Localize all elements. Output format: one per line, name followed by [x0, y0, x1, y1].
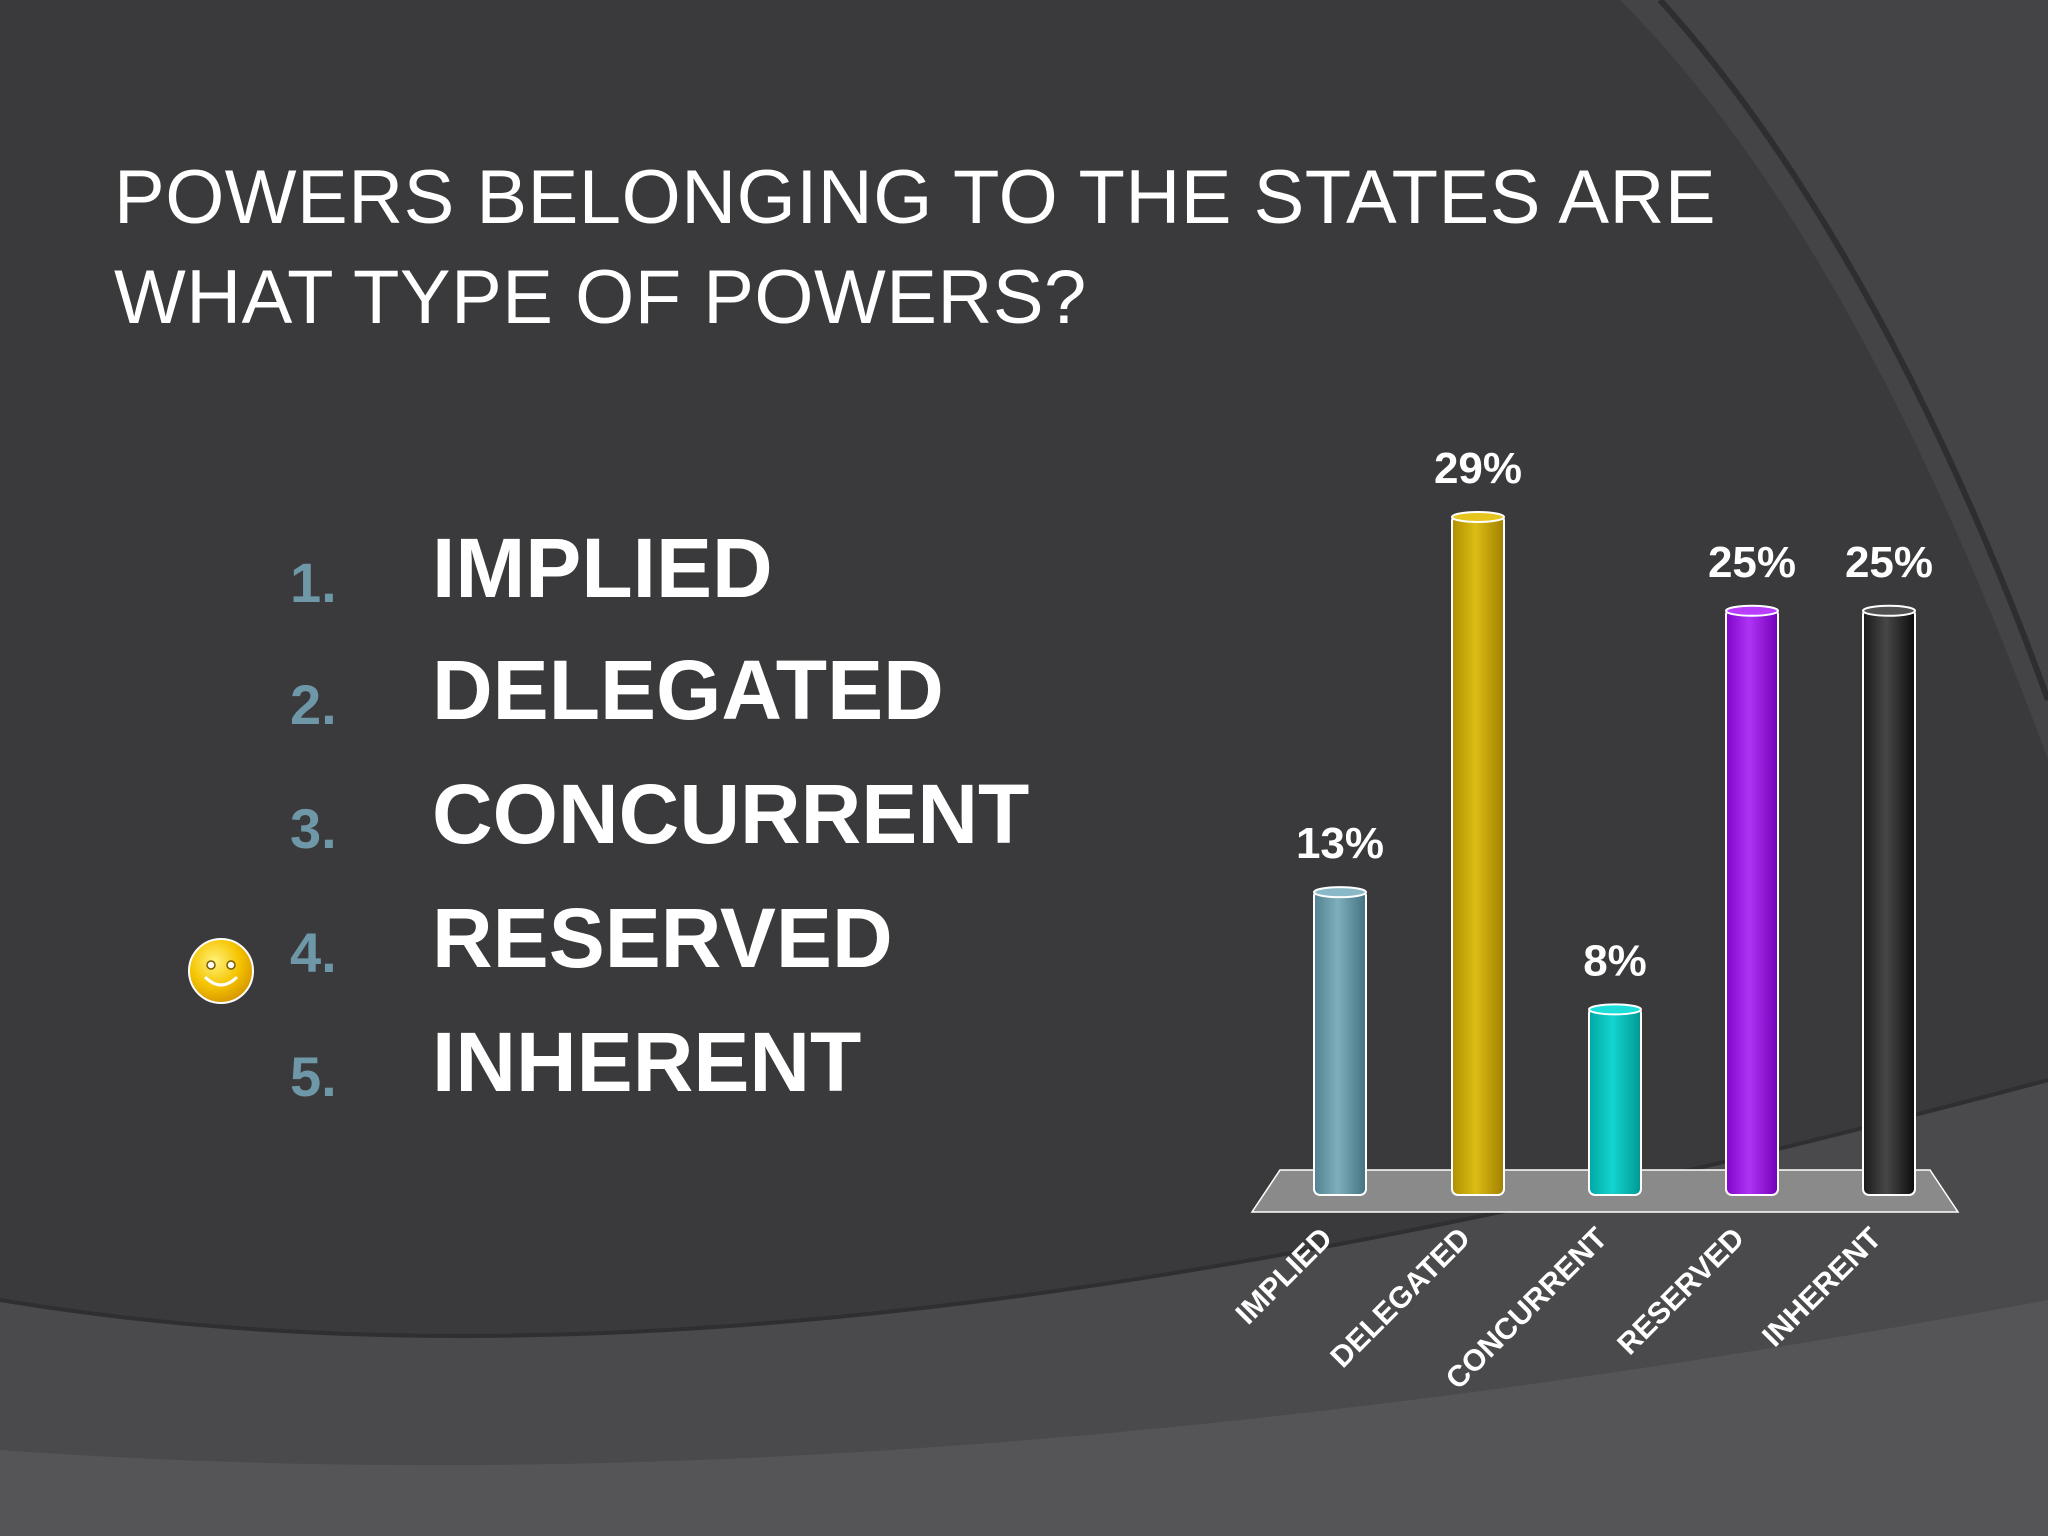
data-label-implied: 13% — [1296, 819, 1384, 868]
bar-body — [1862, 607, 1916, 1197]
slide-title-line-2: WHAT TYPE OF POWERS? — [114, 255, 1087, 340]
option-label: DELEGATED — [432, 643, 944, 737]
option-number: 4. — [290, 921, 337, 984]
data-label-inherent: 25% — [1845, 538, 1933, 587]
option-number: 5. — [290, 1045, 337, 1108]
slide-title: POWERS BELONGING TO THE STATES ARE WHAT … — [114, 148, 1814, 348]
bar-delegated — [1451, 511, 1505, 1196]
bar-inherent — [1862, 604, 1916, 1197]
bar-cap — [1725, 604, 1779, 617]
option-label: IMPLIED — [432, 521, 773, 615]
x-tick-label-reserved: RESERVED — [1611, 1222, 1751, 1362]
bar-reserved — [1725, 604, 1779, 1197]
bar-body — [1313, 889, 1367, 1196]
x-tick-label-delegated: DELEGATED — [1324, 1222, 1477, 1375]
data-label-reserved: 25% — [1708, 538, 1796, 587]
data-label-delegated: 29% — [1434, 444, 1522, 493]
option-label: RESERVED — [432, 891, 893, 985]
bar-cap — [1588, 1003, 1642, 1016]
bar-concurrent — [1588, 1003, 1642, 1197]
bar-body — [1451, 514, 1505, 1196]
bar-cap — [1862, 604, 1916, 617]
option-number: 3. — [290, 797, 337, 860]
x-tick-label-inherent: INHERENT — [1756, 1222, 1888, 1354]
data-label-concurrent: 8% — [1583, 936, 1647, 985]
option-number: 1. — [290, 551, 337, 614]
option-label: INHERENT — [432, 1015, 862, 1109]
option-label: CONCURRENT — [432, 767, 1030, 861]
bar-body — [1588, 1006, 1642, 1197]
option-number: 2. — [290, 673, 337, 736]
bar-cap — [1451, 511, 1505, 523]
smiley-face-icon — [188, 938, 254, 1004]
slide-title-line-1: POWERS BELONGING TO THE STATES ARE — [114, 155, 1717, 240]
results-bar-chart: 13%29%8%25% 25% IMPLIEDDELEGATEDCONCURREN… — [1230, 444, 1960, 1396]
bar-cap — [1313, 886, 1367, 899]
bar-implied — [1313, 886, 1367, 1196]
x-tick-label-implied: IMPLIED — [1230, 1222, 1339, 1331]
bar-body — [1725, 607, 1779, 1197]
